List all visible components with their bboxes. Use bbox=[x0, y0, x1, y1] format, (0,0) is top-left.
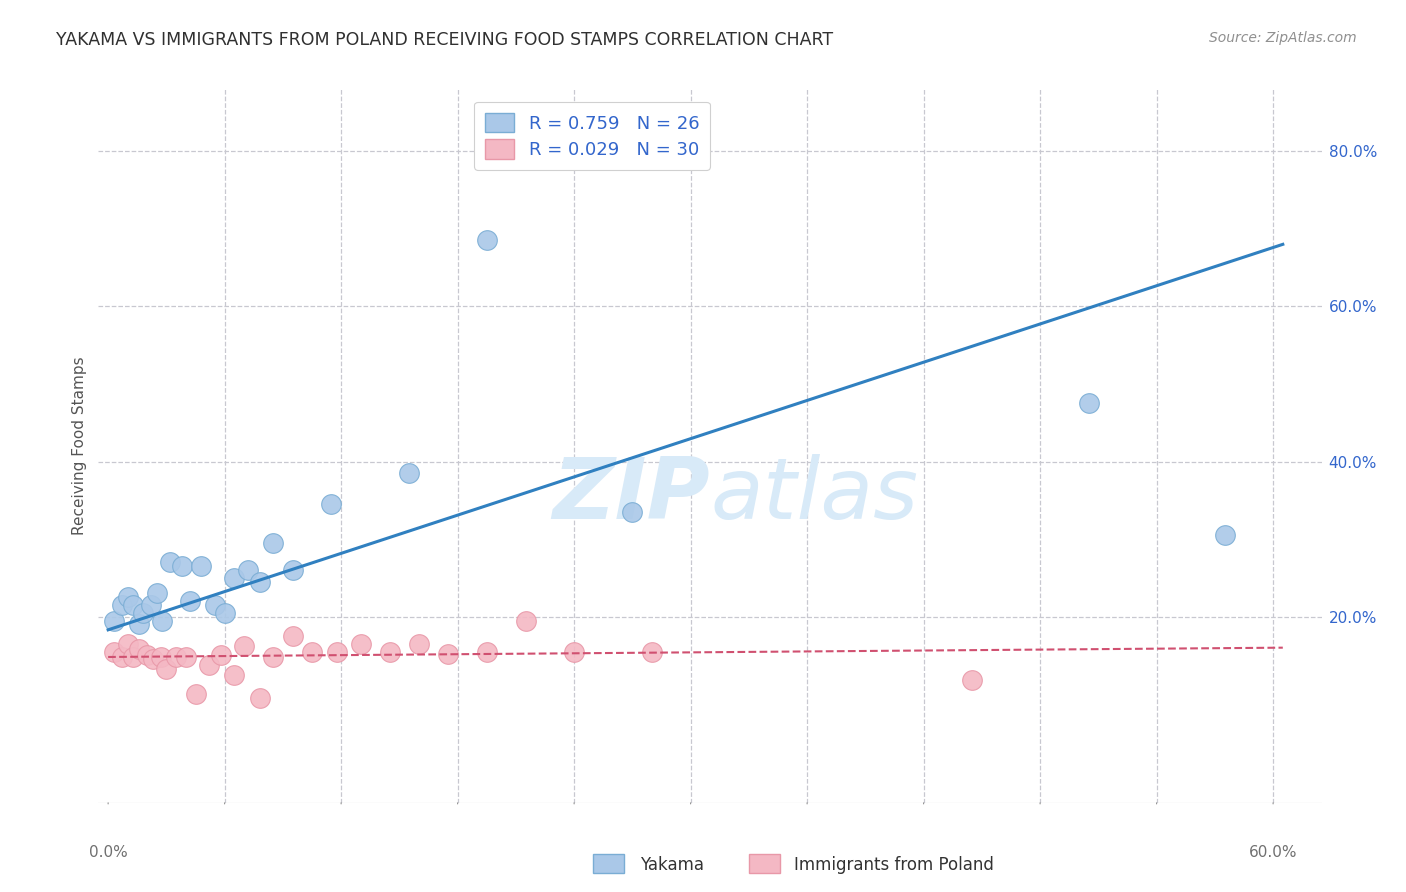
Point bbox=[262, 536, 284, 550]
Point bbox=[155, 662, 177, 676]
Point bbox=[184, 687, 207, 701]
Point bbox=[152, 614, 174, 628]
Text: YAKAMA VS IMMIGRANTS FROM POLAND RECEIVING FOOD STAMPS CORRELATION CHART: YAKAMA VS IMMIGRANTS FROM POLAND RECEIVI… bbox=[56, 31, 834, 49]
Point bbox=[128, 642, 150, 657]
Text: 60.0%: 60.0% bbox=[1249, 846, 1298, 861]
Point bbox=[103, 614, 125, 628]
Point bbox=[437, 647, 460, 661]
Legend: R = 0.759   N = 26, R = 0.029   N = 30: R = 0.759 N = 26, R = 0.029 N = 30 bbox=[474, 102, 710, 169]
Point bbox=[562, 644, 585, 658]
Text: Yakama: Yakama bbox=[640, 856, 704, 874]
Point bbox=[139, 598, 162, 612]
Text: Immigrants from Poland: Immigrants from Poland bbox=[794, 856, 994, 874]
Point bbox=[236, 563, 259, 577]
Point bbox=[1077, 396, 1099, 410]
Point bbox=[233, 639, 256, 653]
Point bbox=[117, 591, 139, 605]
Point bbox=[165, 650, 187, 665]
Point bbox=[960, 673, 983, 688]
Point bbox=[132, 606, 155, 620]
Point bbox=[122, 598, 145, 612]
Point bbox=[475, 644, 498, 658]
Point bbox=[142, 652, 165, 666]
Point bbox=[204, 598, 226, 612]
Point bbox=[145, 586, 167, 600]
Point bbox=[122, 650, 145, 665]
Point bbox=[209, 648, 232, 663]
Point bbox=[136, 648, 159, 663]
Point bbox=[378, 644, 401, 658]
Point bbox=[326, 644, 349, 658]
Point bbox=[408, 637, 430, 651]
Point bbox=[111, 598, 134, 612]
Point bbox=[224, 668, 246, 682]
Point bbox=[117, 637, 139, 651]
Point bbox=[128, 617, 150, 632]
Point bbox=[170, 559, 193, 574]
Point bbox=[281, 629, 304, 643]
Point bbox=[301, 644, 323, 658]
Point bbox=[249, 574, 271, 589]
Text: ZIP: ZIP bbox=[553, 454, 710, 538]
Point bbox=[515, 614, 537, 628]
Point bbox=[349, 637, 371, 651]
Point bbox=[1213, 528, 1236, 542]
Text: 0.0%: 0.0% bbox=[89, 846, 128, 861]
Point bbox=[621, 505, 644, 519]
Bar bbox=[593, 854, 624, 873]
Point bbox=[262, 650, 284, 665]
Point bbox=[159, 555, 181, 569]
Point bbox=[179, 594, 201, 608]
Point bbox=[149, 650, 172, 665]
Point bbox=[103, 644, 125, 658]
Point bbox=[321, 497, 343, 511]
Point bbox=[475, 234, 498, 248]
Bar bbox=[749, 854, 780, 873]
Text: Source: ZipAtlas.com: Source: ZipAtlas.com bbox=[1209, 31, 1357, 45]
Point bbox=[174, 650, 197, 665]
Text: atlas: atlas bbox=[710, 454, 918, 538]
Y-axis label: Receiving Food Stamps: Receiving Food Stamps bbox=[72, 357, 87, 535]
Point bbox=[281, 563, 304, 577]
Point bbox=[214, 606, 236, 620]
Point bbox=[190, 559, 212, 574]
Point bbox=[641, 644, 664, 658]
Point bbox=[111, 650, 134, 665]
Point bbox=[198, 657, 221, 672]
Point bbox=[398, 466, 420, 480]
Point bbox=[224, 571, 246, 585]
Point bbox=[249, 691, 271, 706]
